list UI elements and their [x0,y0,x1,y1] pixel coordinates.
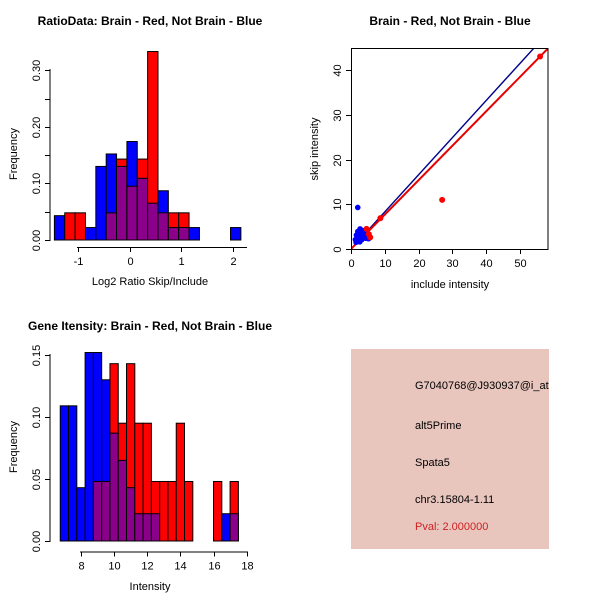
scatter-point-not-brain [356,239,363,245]
x-tick-label: 50 [514,258,526,270]
hist-bar-overlap [126,487,136,542]
x-tick-label: 10 [379,258,391,270]
chromosome-location-text: chr3.15804-1.11 [415,494,495,506]
hist-bar [76,487,86,542]
y-tick-label: 0 [332,246,344,252]
hist-bar [68,405,78,542]
hist-bar-overlap [105,212,118,241]
ratio-histogram-plot: 0.00 0.10 0.20 0.30 -1 0 1 2 [31,51,247,268]
fit-line-brain-fit [351,48,548,249]
hist-bar-overlap [142,513,152,542]
hist-bar-overlap [117,459,128,542]
y-tick-label: 0.10 [31,173,43,194]
ratio-histogram-title: RatioData: Brain - Red, Not Brain - Blue [37,14,263,28]
panel-ratio-histogram: RatioData: Brain - Red, Not Brain - Blue… [0,0,300,300]
splice-type-text: alt5Prime [415,420,462,432]
hist-bar-overlap [101,480,111,542]
scatter-point-brain [377,215,384,222]
scatter-point-not-brain [354,204,361,211]
y-tick-label: 0.00 [31,531,43,552]
x-tick-label: 16 [208,561,220,573]
x-tick-label: 14 [174,561,186,573]
x-tick-label: 18 [241,561,253,573]
x-tick-label: 10 [108,561,120,573]
probe-id-text: G7040768@J930937@i_at [415,380,549,392]
scatter-point-brain [439,196,446,203]
x-tick-label: 8 [78,561,84,573]
gene-histogram-xlabel: Intensity [129,581,171,593]
gene-info-box: G7040768@J930937@i_at alt5Prime Spata5 c… [351,349,549,549]
hist-bar-overlap [116,165,128,241]
x-tick-label: 20 [413,258,425,270]
hist-bar [74,212,86,241]
panel-intensity-scatter: Brain - Red, Not Brain - Blue skip inten… [300,0,600,300]
hist-bar [175,422,186,542]
panel-gene-histogram: Gene Itensity: Brain - Red, Not Brain - … [0,300,300,600]
hist-bar-overlap [157,212,169,241]
scatter-title: Brain - Red, Not Brain - Blue [369,14,531,28]
y-tick-label: 0.05 [31,469,43,490]
hist-bar [53,215,66,241]
x-tick-label: 40 [480,258,492,270]
hist-bar [184,480,194,542]
y-tick-label: 30 [332,109,344,121]
y-tick-label: 0.20 [31,117,43,138]
hist-bar [167,480,177,542]
hist-bar [159,480,169,542]
hist-bar-overlap [178,227,190,241]
hist-bar-overlap [136,177,149,241]
x-tick-label: 1 [178,256,184,268]
ratio-histogram-xlabel: Log2 Ratio Skip/Include [91,276,209,288]
hist-bar-overlap [92,480,103,542]
hist-bar [95,165,107,241]
gene-histogram-title: Gene Itensity: Brain - Red, Not Brain - … [27,319,273,333]
gene-histogram-plot: 0.00 0.05 0.10 0.15 8 10 12 14 16 18 [31,345,254,573]
hist-bar [64,212,76,241]
scatter-plot: 0 10 20 30 40 50 0 10 20 30 40 [332,48,549,270]
hist-bar-overlap [167,227,180,241]
x-tick-label: 0 [127,256,133,268]
y-tick-label: 0.00 [31,230,43,251]
pval-text: Pval: 2.000000 [415,521,489,533]
x-tick-label: 30 [446,258,458,270]
hist-bar [84,227,97,241]
scatter-point-brain [537,53,544,60]
plot-box [351,48,549,250]
y-tick-label: 10 [332,198,344,210]
hist-bar-overlap [147,202,159,241]
hist-bar [84,352,94,542]
y-tick-label: 40 [332,64,344,76]
x-tick-label: 2 [230,256,236,268]
y-tick-label: 0.15 [31,345,43,366]
hist-bar-overlap [134,513,144,542]
x-tick-label: -1 [74,256,84,268]
y-tick-label: 0.30 [31,60,43,81]
panel-gene-info: G7040768@J930937@i_at alt5Prime Spata5 c… [300,300,600,600]
hist-bar [213,480,223,542]
gene-name-text: Spata5 [415,457,450,469]
hist-bar [59,405,70,542]
scatter-xlabel: include intensity [410,279,490,291]
scatter-point-brain [367,234,374,241]
y-tick-label: 20 [332,154,344,166]
x-tick-label: 0 [348,258,354,270]
scatter-point-brain [363,225,370,232]
hist-bar [230,227,242,241]
hist-bar-overlap [109,432,119,542]
hist-bar [188,227,200,241]
hist-bar-overlap [126,185,138,241]
hist-bar [221,513,231,542]
hist-bar-overlap [150,513,161,542]
x-tick-label: 12 [141,561,153,573]
y-tick-label: 0.10 [31,407,43,428]
hist-bar-overlap [229,513,239,542]
